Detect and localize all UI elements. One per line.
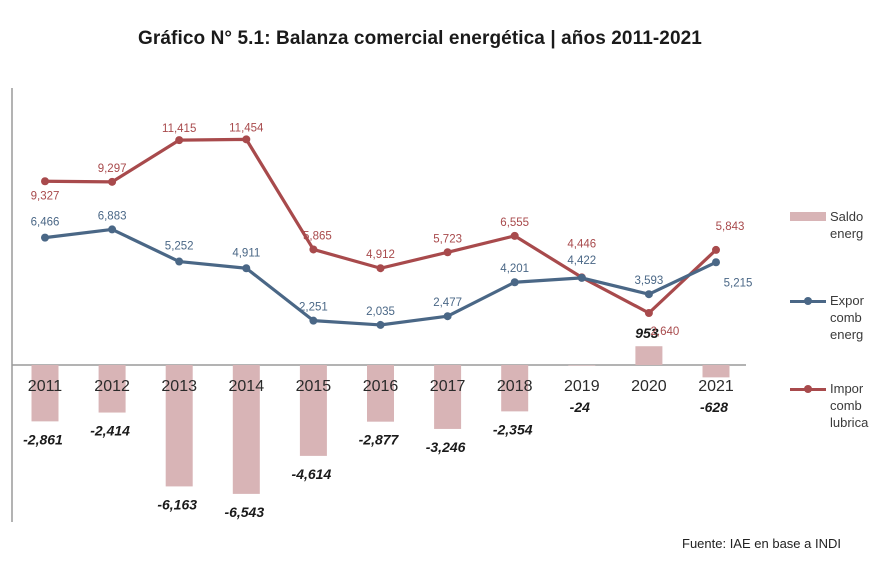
x-tick-2017: 2017 xyxy=(430,378,466,395)
exports-point-2019 xyxy=(577,273,586,282)
legend-swatch-imports xyxy=(790,385,826,393)
imports-point-2018 xyxy=(510,231,519,240)
saldo-label-2011: -2,861 xyxy=(23,431,63,447)
imports-label-2021: 5,843 xyxy=(716,221,745,233)
imports-point-2016 xyxy=(376,264,385,273)
imports-label-2014: 11,454 xyxy=(229,122,264,134)
legend-swatch-exports xyxy=(790,297,826,305)
saldo-label-2012: -2,414 xyxy=(90,423,130,439)
legend-label-exports: Expor comb energ xyxy=(830,293,864,342)
x-tick-2021: 2021 xyxy=(698,378,734,395)
exports-label-2018: 4,201 xyxy=(500,263,529,275)
saldo-bar-labels: -2,861 -2,414 -6,163 -6,543 -4,614 -2,877 -3,2… xyxy=(23,325,728,520)
imports-point-2014 xyxy=(242,135,251,144)
saldo-bar-2015 xyxy=(299,365,327,456)
exports-point-2012 xyxy=(108,225,117,234)
imports-label-2019: 4,446 xyxy=(567,238,596,250)
series-lines xyxy=(41,135,720,329)
exports-point-2017 xyxy=(443,312,452,321)
imports-point-2013 xyxy=(175,136,184,145)
imports-label-2013: 11,415 xyxy=(162,123,196,135)
saldo-bars xyxy=(31,346,730,494)
x-tick-2011: 2011 xyxy=(28,378,63,395)
x-tick-2020: 2020 xyxy=(631,378,667,395)
legend-label-saldo: Saldo energ xyxy=(830,209,864,241)
exports-point-2018 xyxy=(510,278,519,287)
exports-point-2021 xyxy=(712,258,720,267)
saldo-bar-2013 xyxy=(165,365,193,487)
x-tick-2014: 2014 xyxy=(229,378,265,395)
imports-point-2012 xyxy=(108,177,117,186)
saldo-label-2016: -2,877 xyxy=(359,432,400,448)
imports-label-2015: 5,865 xyxy=(303,230,332,242)
exports-label-2016: 2,035 xyxy=(366,306,395,318)
x-tick-2016: 2016 xyxy=(363,378,399,395)
saldo-label-2020: 953 xyxy=(635,325,659,341)
x-tick-2015: 2015 xyxy=(296,378,332,395)
imports-label-2011: 9,327 xyxy=(31,190,60,202)
imports-point-2020 xyxy=(644,308,653,317)
imports-point-2017 xyxy=(443,248,452,257)
imports-label-2018: 6,555 xyxy=(500,217,529,229)
exports-point-2015 xyxy=(309,316,318,325)
exports-label-2019: 4,422 xyxy=(567,255,596,267)
saldo-bar-2020 xyxy=(635,346,663,365)
chart-title: Gráfico N° 5.1: Balanza comercial energé… xyxy=(138,28,702,49)
saldo-bar-2014 xyxy=(232,365,260,494)
imports-label-2017: 5,723 xyxy=(433,233,462,245)
imports-point-2021 xyxy=(712,245,720,254)
exports-label-2017: 2,477 xyxy=(433,297,462,309)
saldo-label-2021: -628 xyxy=(700,399,728,415)
x-tick-2018: 2018 xyxy=(497,378,533,395)
saldo-label-2015: -4,614 xyxy=(292,466,332,482)
saldo-bar-2018 xyxy=(501,365,529,412)
saldo-label-2017: -3,246 xyxy=(426,439,466,455)
saldo-bar-2019 xyxy=(568,365,596,366)
exports-point-2014 xyxy=(242,264,251,273)
source-note: Fuente: IAE en base a INDI xyxy=(682,536,841,551)
exports-label-2020: 3,593 xyxy=(635,275,664,287)
exports-label-2012: 6,883 xyxy=(98,210,127,222)
saldo-bar-2012 xyxy=(98,365,126,413)
x-tick-2012: 2012 xyxy=(94,378,130,395)
x-tick-labels: 2011 2012 2013 2014 2015 2016 2017 2018 2019 2020… xyxy=(28,378,734,395)
exports-label-2013: 5,252 xyxy=(165,241,194,253)
imports-label-2012: 9,297 xyxy=(98,163,127,175)
exports-label-2021: 5,215 xyxy=(724,277,753,289)
exports-point-2016 xyxy=(376,320,385,329)
x-tick-2013: 2013 xyxy=(161,378,197,395)
exports-label-2011: 6,466 xyxy=(31,217,60,229)
saldo-bar-2016 xyxy=(367,365,394,422)
legend-swatch-saldo xyxy=(790,212,826,221)
exports-label-2015: 2,251 xyxy=(299,302,328,314)
saldo-bar-2011 xyxy=(31,365,59,422)
exports-point-2011 xyxy=(41,233,49,242)
legend-label-imports: Impor comb lubrica xyxy=(830,381,869,430)
imports-point-2015 xyxy=(309,245,318,254)
imports-label-2016: 4,912 xyxy=(366,249,395,261)
saldo-bar-2021 xyxy=(702,365,730,378)
imports-label-2020: 2,640 xyxy=(651,326,680,338)
saldo-bar-2017 xyxy=(434,365,462,429)
exports-label-2014: 4,911 xyxy=(232,247,260,259)
exports-point-2020 xyxy=(644,290,653,299)
saldo-label-2014: -6,543 xyxy=(224,504,264,520)
series-point-labels: 9,327 9,297 11,415 11,454 5,865 4,912 5,723 6,5… xyxy=(31,122,753,338)
x-tick-2019: 2019 xyxy=(564,378,600,395)
imports-point-2011 xyxy=(41,177,49,186)
saldo-label-2013: -6,163 xyxy=(157,496,197,512)
exports-point-2013 xyxy=(175,257,184,266)
saldo-label-2019: -24 xyxy=(570,399,590,415)
saldo-label-2018: -2,354 xyxy=(493,421,533,437)
